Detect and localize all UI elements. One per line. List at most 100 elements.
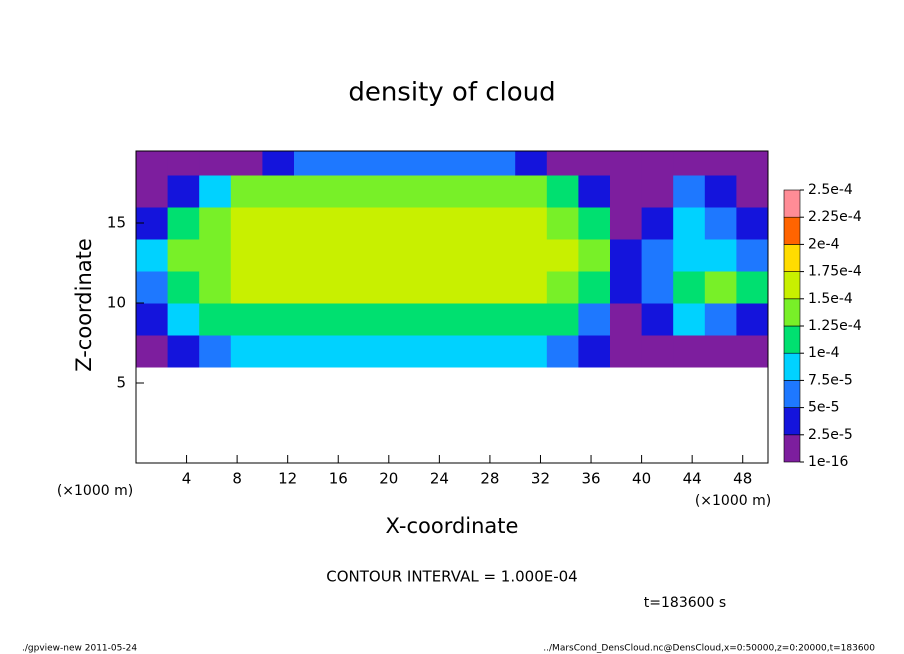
cell (136, 151, 169, 176)
x-tick-label: 12 (278, 470, 297, 488)
cell (673, 335, 706, 368)
cell (641, 239, 674, 272)
cell (136, 239, 169, 272)
cell (452, 175, 485, 208)
cell (262, 239, 295, 272)
cell (483, 271, 516, 304)
cell (704, 207, 737, 240)
x-tick-label: 28 (480, 470, 499, 488)
cell (136, 271, 169, 304)
cell (388, 175, 421, 208)
cell (641, 303, 674, 336)
x-tick-label: 8 (232, 470, 242, 488)
cell (452, 207, 485, 240)
x-tick-label: 16 (329, 470, 348, 488)
x-tick-label: 24 (430, 470, 449, 488)
cell (641, 175, 674, 208)
cell (262, 175, 295, 208)
cell (515, 239, 548, 272)
cell (388, 239, 421, 272)
cell (230, 151, 263, 176)
cell (388, 271, 421, 304)
cell (673, 271, 706, 304)
cell (199, 239, 232, 272)
cell (704, 303, 737, 336)
x-unit-label: (×1000 m) (695, 493, 771, 509)
x-tick-label: 48 (733, 470, 752, 488)
cell (546, 207, 579, 240)
colorbar-label: 1e-16 (808, 454, 848, 470)
cell (483, 239, 516, 272)
cell (610, 151, 643, 176)
cell (578, 151, 611, 176)
cell (199, 175, 232, 208)
cell (452, 151, 485, 176)
x-tick-label: 32 (531, 470, 550, 488)
cell (325, 271, 358, 304)
cell (230, 239, 263, 272)
cell (483, 303, 516, 336)
x-tick-label: 44 (683, 470, 702, 488)
cell (420, 239, 453, 272)
cell (578, 335, 611, 368)
colorbar-label: 2.25e-4 (808, 209, 862, 225)
colorbar-label: 1.5e-4 (808, 291, 853, 307)
colorbar-label: 5e-5 (808, 400, 839, 416)
cell (452, 239, 485, 272)
colorbar-label: 2.5e-4 (808, 182, 853, 198)
cell (420, 175, 453, 208)
cell (325, 239, 358, 272)
colorbar-label: 2e-4 (808, 236, 840, 252)
contour-interval: CONTOUR INTERVAL = 1.000E-04 (326, 568, 577, 586)
cell (546, 239, 579, 272)
cell (515, 207, 548, 240)
cell (420, 335, 453, 368)
y-tick-label: 10 (107, 294, 126, 312)
cell (515, 271, 548, 304)
cell (136, 335, 169, 368)
colorbar-label: 1e-4 (808, 345, 840, 361)
footer-right: ../MarsCond_DensCloud.nc@DensCloud,x=0:5… (543, 644, 875, 654)
cell (515, 335, 548, 368)
cell (167, 207, 200, 240)
colorbar-label: 1.75e-4 (808, 264, 862, 280)
cell (325, 151, 358, 176)
cell (294, 239, 327, 272)
cell (294, 335, 327, 368)
cell (578, 175, 611, 208)
cell (357, 151, 390, 176)
cell (325, 207, 358, 240)
cell (736, 151, 768, 176)
colorbar-swatch (783, 298, 801, 327)
cell (704, 239, 737, 272)
cell (199, 151, 232, 176)
cell (199, 303, 232, 336)
cell (262, 207, 295, 240)
cell (736, 175, 768, 208)
cell (167, 303, 200, 336)
x-tick-label: 4 (182, 470, 192, 488)
x-axis-label: X-coordinate (386, 514, 519, 538)
cell (546, 175, 579, 208)
y-axis-label: Z-coordinate (72, 238, 96, 372)
cell (294, 207, 327, 240)
cell (230, 207, 263, 240)
chart-title: density of cloud (348, 78, 555, 108)
cell (294, 271, 327, 304)
cell (641, 271, 674, 304)
cell (704, 175, 737, 208)
cell (736, 303, 768, 336)
cell (388, 335, 421, 368)
cell (704, 335, 737, 368)
x-tick-label: 36 (581, 470, 600, 488)
cell (546, 271, 579, 304)
cell (578, 207, 611, 240)
cell (736, 335, 768, 368)
cell (673, 151, 706, 176)
cell (704, 271, 737, 304)
cell (483, 151, 516, 176)
cell (294, 175, 327, 208)
cell (262, 271, 295, 304)
colorbar-swatch (783, 380, 801, 408)
